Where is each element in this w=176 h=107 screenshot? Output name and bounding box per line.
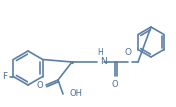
- Text: OH: OH: [70, 89, 83, 99]
- Text: O: O: [112, 80, 118, 89]
- Text: O: O: [36, 80, 43, 89]
- Text: N: N: [100, 57, 107, 66]
- Text: O: O: [124, 48, 131, 57]
- Text: H: H: [97, 48, 103, 57]
- Text: F: F: [2, 72, 7, 81]
